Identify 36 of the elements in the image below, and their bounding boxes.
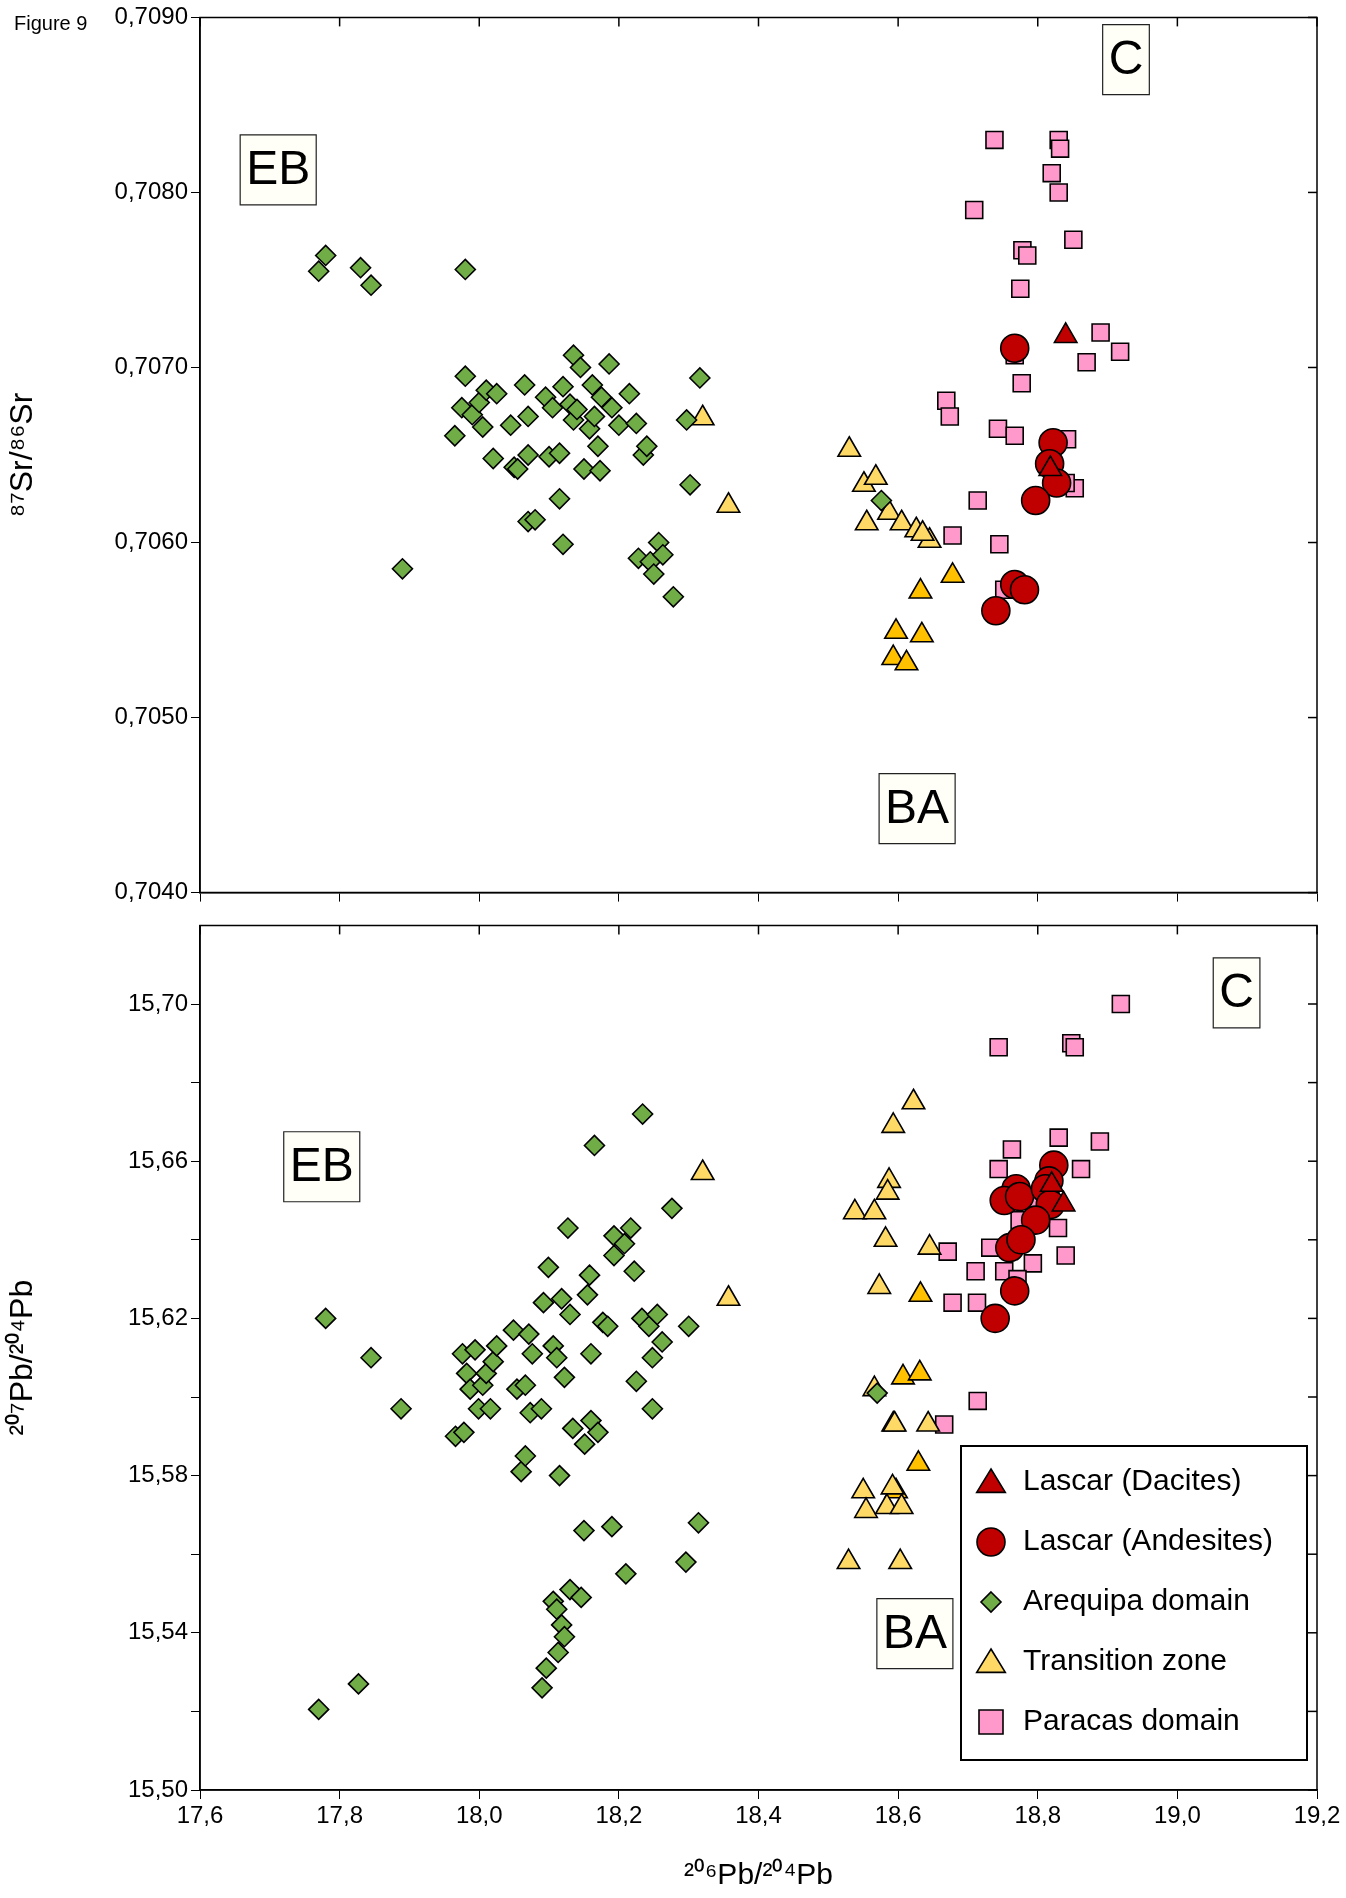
x-tick-label: 19,0 — [1154, 1801, 1201, 1829]
y-tick-label: 15,66 — [127, 1145, 188, 1173]
y-tick-label: 0,7060 — [114, 527, 188, 555]
y-tick-label: 15,54 — [127, 1617, 188, 1645]
legend-label: Paracas domain — [1023, 1703, 1240, 1737]
y-tick-label: 15,62 — [127, 1303, 188, 1331]
y-tick-label: 15,58 — [127, 1460, 188, 1488]
x-tick-label: 19,2 — [1293, 1801, 1341, 1829]
chart-title: Figure 9 — [14, 11, 88, 34]
y-axis-title: ⁸⁷Sr/⁸⁶Sr — [3, 392, 40, 518]
x-tick-label: 18,2 — [595, 1801, 643, 1829]
y-tick-label: 0,7040 — [114, 877, 188, 905]
x-tick-label: 18,0 — [455, 1801, 503, 1829]
annotation: BA — [885, 779, 950, 833]
legend-label: Lascar (Dacites) — [1023, 1463, 1242, 1497]
annotation: C — [1108, 30, 1144, 84]
y-tick-label: 0,7070 — [114, 352, 188, 380]
y-tick-label: 0,7090 — [114, 2, 188, 30]
annotation: C — [1219, 964, 1254, 1018]
x-axis-title: ²⁰⁶Pb/²⁰⁴Pb — [684, 1857, 833, 1891]
y-tick-label: 0,7050 — [114, 702, 188, 730]
x-tick-label: 18,8 — [1014, 1801, 1062, 1829]
legend-label: Transition zone — [1023, 1643, 1227, 1677]
annotation: EB — [246, 141, 311, 195]
y-tick-label: 15,50 — [127, 1774, 188, 1802]
x-tick-label: 17,8 — [316, 1801, 363, 1829]
y-tick-label: 0,7080 — [114, 177, 188, 205]
y-axis-title: ²⁰⁷Pb/²⁰⁴Pb — [3, 1279, 40, 1436]
x-tick-label: 17,6 — [176, 1801, 224, 1829]
x-tick-label: 18,4 — [735, 1801, 782, 1829]
x-tick-label: 18,6 — [874, 1801, 922, 1829]
legend-label: Arequipa domain — [1023, 1583, 1250, 1617]
annotation: BA — [882, 1604, 947, 1658]
legend-label: Lascar (Andesites) — [1023, 1523, 1274, 1557]
annotation: EB — [289, 1137, 354, 1191]
y-tick-label: 15,70 — [127, 988, 188, 1016]
